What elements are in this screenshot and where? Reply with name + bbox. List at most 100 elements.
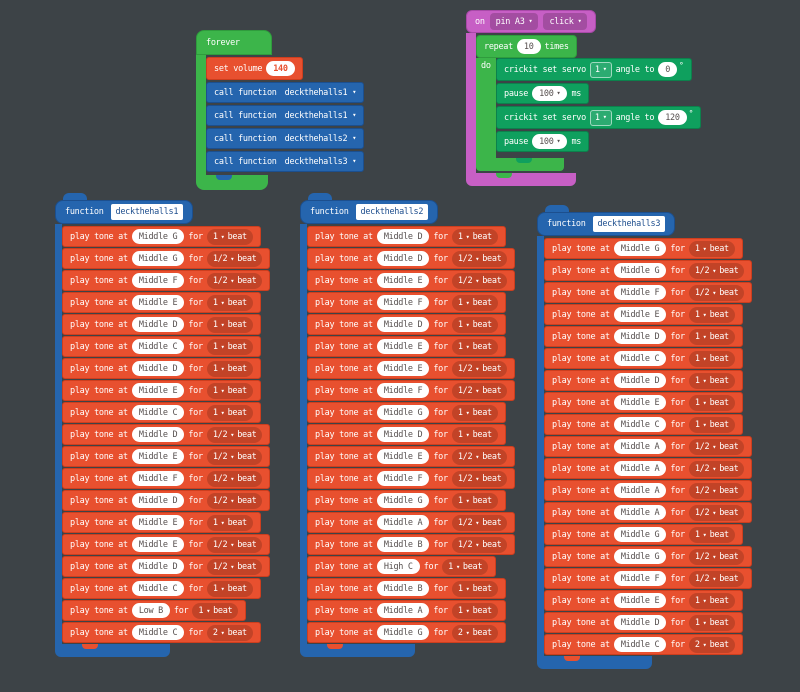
- play-tone-block[interactable]: play tone at Middle D for 1/2 beat: [62, 556, 271, 577]
- forever-block[interactable]: forever: [196, 30, 272, 55]
- note-field[interactable]: Middle A: [613, 439, 667, 454]
- play-tone-block[interactable]: play tone at Middle D for 1 beat: [544, 370, 743, 391]
- play-tone-block[interactable]: play tone at Middle E for 1/2 beat: [307, 358, 516, 379]
- function-name-field[interactable]: deckthehalls2: [355, 204, 429, 220]
- play-tone-block[interactable]: play tone at Middle D for 1 beat: [62, 314, 261, 335]
- play-tone-block[interactable]: play tone at Low B for 1 beat: [62, 600, 247, 621]
- play-tone-block[interactable]: play tone at Middle E for 1/2 beat: [62, 446, 271, 467]
- note-field[interactable]: Middle F: [376, 383, 430, 398]
- beat-dropdown[interactable]: 1 beat: [688, 328, 735, 345]
- beat-dropdown[interactable]: 1 beat: [451, 426, 498, 443]
- beat-dropdown[interactable]: 1 beat: [688, 240, 735, 257]
- play-tone-block[interactable]: play tone at Middle A for 1/2 beat: [307, 512, 516, 533]
- note-field[interactable]: Middle G: [376, 493, 430, 508]
- note-field[interactable]: Middle A: [613, 461, 667, 476]
- note-field[interactable]: Middle E: [613, 593, 667, 608]
- note-field[interactable]: Middle F: [376, 471, 430, 486]
- note-field[interactable]: Middle F: [131, 273, 185, 288]
- beat-dropdown[interactable]: 2 beat: [688, 636, 735, 653]
- beat-dropdown[interactable]: 1/2 beat: [451, 514, 508, 531]
- beat-dropdown[interactable]: 1 beat: [206, 404, 253, 421]
- note-field[interactable]: Middle D: [613, 615, 667, 630]
- angle-field[interactable]: 120: [658, 110, 687, 125]
- beat-dropdown[interactable]: 1/2 beat: [206, 426, 263, 443]
- note-field[interactable]: Middle F: [613, 571, 667, 586]
- note-field[interactable]: Middle A: [376, 515, 430, 530]
- play-tone-block[interactable]: play tone at Middle D for 1 beat: [544, 326, 743, 347]
- pause-block[interactable]: pause 100 ms: [496, 83, 590, 104]
- play-tone-block[interactable]: play tone at Middle F for 1/2 beat: [62, 468, 271, 489]
- play-tone-block[interactable]: play tone at Middle C for 1 beat: [544, 348, 743, 369]
- note-field[interactable]: Middle D: [131, 427, 185, 442]
- function-dropdown[interactable]: deckthehalls3: [285, 157, 357, 167]
- note-field[interactable]: Middle E: [131, 295, 185, 310]
- note-field[interactable]: Middle C: [131, 581, 185, 596]
- note-field[interactable]: Middle E: [376, 361, 430, 376]
- note-field[interactable]: Middle G: [131, 229, 185, 244]
- beat-dropdown[interactable]: 1 beat: [206, 382, 253, 399]
- play-tone-block[interactable]: play tone at Middle G for 1 beat: [307, 402, 506, 423]
- function-dropdown[interactable]: deckthehalls1: [285, 111, 357, 121]
- note-field[interactable]: Middle A: [613, 483, 667, 498]
- note-field[interactable]: Middle C: [131, 339, 185, 354]
- function-define-block[interactable]: function deckthehalls2: [300, 200, 439, 224]
- play-tone-block[interactable]: play tone at Middle B for 1/2 beat: [307, 534, 516, 555]
- note-field[interactable]: Middle G: [376, 625, 430, 640]
- play-tone-block[interactable]: play tone at Middle E for 1/2 beat: [62, 534, 271, 555]
- note-field[interactable]: Middle C: [613, 637, 667, 652]
- pause-block[interactable]: pause 100 ms: [496, 131, 590, 152]
- beat-dropdown[interactable]: 1/2 beat: [451, 272, 508, 289]
- note-field[interactable]: Middle E: [131, 537, 185, 552]
- play-tone-block[interactable]: play tone at Middle C for 1 beat: [62, 336, 261, 357]
- beat-dropdown[interactable]: 1/2 beat: [206, 448, 263, 465]
- beat-dropdown[interactable]: 1 beat: [451, 316, 498, 333]
- function-define-block[interactable]: function deckthehalls1: [55, 200, 194, 224]
- note-field[interactable]: Middle F: [376, 295, 430, 310]
- play-tone-block[interactable]: play tone at Middle E for 1 beat: [62, 292, 261, 313]
- play-tone-block[interactable]: play tone at Middle D for 1/2 beat: [62, 424, 271, 445]
- beat-dropdown[interactable]: 1 beat: [206, 294, 253, 311]
- beat-dropdown[interactable]: 1 beat: [451, 602, 498, 619]
- play-tone-block[interactable]: play tone at Middle C for 1 beat: [62, 402, 261, 423]
- beat-dropdown[interactable]: 1 beat: [442, 558, 489, 575]
- play-tone-block[interactable]: play tone at Middle C for 1 beat: [544, 414, 743, 435]
- beat-dropdown[interactable]: 1 beat: [451, 338, 498, 355]
- beat-dropdown[interactable]: 1 beat: [688, 614, 735, 631]
- call-function-block[interactable]: call function deckthehalls1: [206, 105, 365, 126]
- note-field[interactable]: Middle D: [613, 373, 667, 388]
- note-field[interactable]: Middle B: [376, 581, 430, 596]
- note-field[interactable]: Middle A: [376, 603, 430, 618]
- play-tone-block[interactable]: play tone at Middle C for 2 beat: [544, 634, 743, 655]
- note-field[interactable]: Middle F: [131, 471, 185, 486]
- servo-channel-dropdown[interactable]: 1: [589, 61, 612, 78]
- play-tone-block[interactable]: play tone at Middle E for 1 beat: [307, 336, 506, 357]
- beat-dropdown[interactable]: 1/2 beat: [688, 460, 745, 477]
- function-name-field[interactable]: deckthehalls3: [592, 216, 666, 232]
- note-field[interactable]: Middle C: [131, 625, 185, 640]
- beat-dropdown[interactable]: 1 beat: [688, 592, 735, 609]
- beat-dropdown[interactable]: 1 beat: [192, 602, 239, 619]
- beat-dropdown[interactable]: 1/2 beat: [206, 470, 263, 487]
- beat-dropdown[interactable]: 2 beat: [451, 624, 498, 641]
- note-field[interactable]: Middle G: [613, 549, 667, 564]
- note-field[interactable]: Middle C: [613, 417, 667, 432]
- play-tone-block[interactable]: play tone at Middle E for 1 beat: [544, 304, 743, 325]
- function-define-block[interactable]: function deckthehalls3: [537, 212, 676, 236]
- call-function-block[interactable]: call function deckthehalls1: [206, 82, 365, 103]
- play-tone-block[interactable]: play tone at Middle E for 1 beat: [62, 512, 261, 533]
- play-tone-block[interactable]: play tone at Middle G for 1 beat: [307, 490, 506, 511]
- beat-dropdown[interactable]: 1 beat: [688, 526, 735, 543]
- note-field[interactable]: Middle D: [131, 493, 185, 508]
- beat-dropdown[interactable]: 1/2 beat: [451, 382, 508, 399]
- servo-channel-dropdown[interactable]: 1: [589, 109, 612, 126]
- note-field[interactable]: Middle E: [131, 515, 185, 530]
- note-field[interactable]: Middle G: [131, 251, 185, 266]
- play-tone-block[interactable]: play tone at Middle D for 1 beat: [307, 424, 506, 445]
- play-tone-block[interactable]: play tone at Middle F for 1/2 beat: [307, 380, 516, 401]
- play-tone-block[interactable]: play tone at Middle E for 1/2 beat: [307, 446, 516, 467]
- pause-value-dropdown[interactable]: 100: [532, 134, 568, 149]
- play-tone-block[interactable]: play tone at Middle F for 1/2 beat: [62, 270, 271, 291]
- note-field[interactable]: Middle E: [376, 449, 430, 464]
- play-tone-block[interactable]: play tone at Middle G for 2 beat: [307, 622, 506, 643]
- note-field[interactable]: Middle D: [376, 251, 430, 266]
